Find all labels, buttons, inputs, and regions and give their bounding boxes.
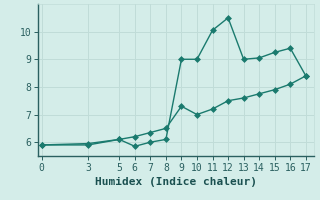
X-axis label: Humidex (Indice chaleur): Humidex (Indice chaleur)	[95, 177, 257, 187]
